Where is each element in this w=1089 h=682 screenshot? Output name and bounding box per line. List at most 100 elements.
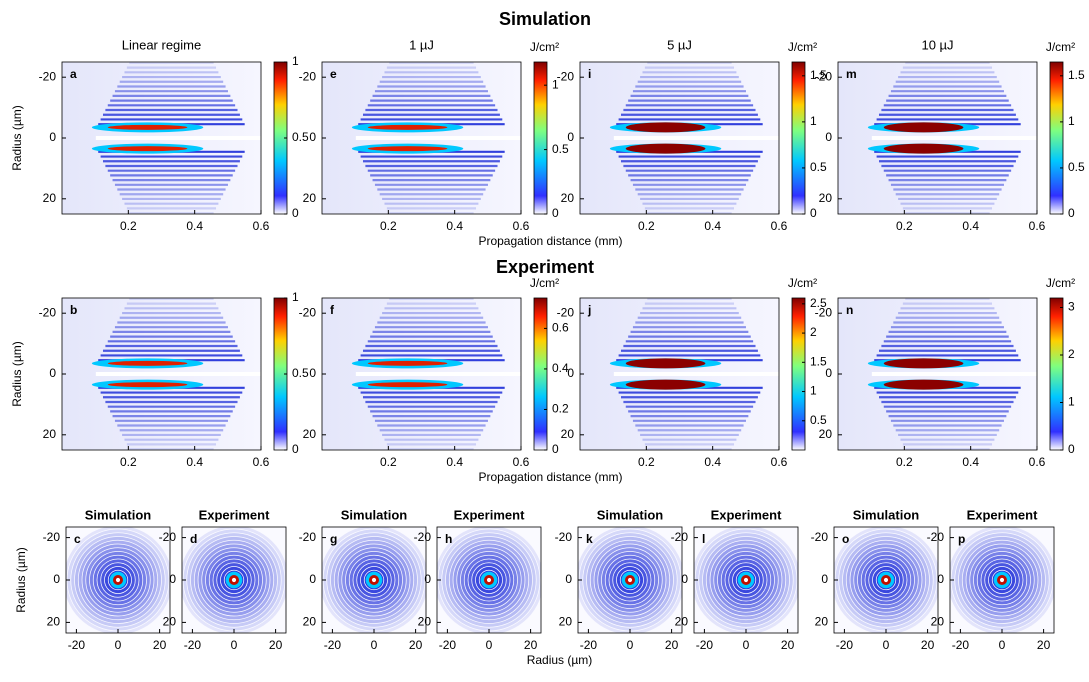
colorbar-tick-label: 2 bbox=[810, 325, 817, 339]
colorbar-tick-label: 2.5 bbox=[810, 296, 827, 310]
axis-gap bbox=[613, 372, 779, 376]
x-tick-label: 20 bbox=[524, 638, 538, 652]
core bbox=[625, 143, 706, 154]
colorbar-tick-label: 1.5 bbox=[1068, 68, 1085, 82]
colorbar-tick-label: 1 bbox=[810, 384, 817, 398]
ring bbox=[104, 566, 132, 594]
ring bbox=[101, 563, 135, 597]
colorbar-tick-label: 2 bbox=[1068, 347, 1075, 361]
ring bbox=[449, 540, 529, 620]
ring bbox=[338, 544, 410, 616]
colorbar bbox=[533, 297, 548, 451]
panel-title: Simulation bbox=[85, 507, 152, 522]
colorbar-tick-label: 0 bbox=[552, 206, 559, 220]
ring bbox=[464, 555, 514, 605]
y-axis-label: Radius (µm) bbox=[10, 105, 24, 171]
y-tick-label: -20 bbox=[414, 530, 432, 544]
colorbar-tick-label: 3 bbox=[1068, 300, 1075, 314]
ring bbox=[357, 563, 391, 597]
heatmap-image bbox=[322, 298, 521, 450]
axis-gap bbox=[95, 136, 261, 140]
y-tick-label: 0 bbox=[53, 572, 60, 586]
colorbar-tick-label: 1.5 bbox=[810, 68, 827, 82]
x-tick-label: 0.2 bbox=[380, 219, 397, 233]
colorbar bbox=[1049, 297, 1064, 451]
x-tick-label: 0.6 bbox=[1029, 219, 1046, 233]
ring bbox=[334, 540, 414, 620]
y-tick-label: 0 bbox=[49, 366, 56, 380]
y-tick-label: 0 bbox=[309, 572, 316, 586]
ring bbox=[209, 555, 259, 605]
ring bbox=[850, 544, 922, 616]
colorbar-tick-label: 0.5 bbox=[810, 413, 827, 427]
ring bbox=[955, 533, 1049, 627]
ring bbox=[725, 559, 767, 601]
ring bbox=[616, 566, 644, 594]
ring bbox=[732, 566, 760, 594]
y-tick-label: 20 bbox=[43, 191, 57, 205]
ring bbox=[609, 559, 651, 601]
colorbar-tick-label: 1 bbox=[292, 54, 299, 68]
y-tick-label: 20 bbox=[303, 427, 317, 441]
ring bbox=[205, 551, 263, 609]
y-tick-label: 20 bbox=[43, 427, 57, 441]
ring bbox=[475, 566, 503, 594]
colorbar-tick-label: 1 bbox=[1068, 395, 1075, 409]
ring bbox=[721, 555, 771, 605]
ring bbox=[985, 563, 1019, 597]
panel-letter: h bbox=[445, 532, 452, 546]
y-tick-label: -20 bbox=[811, 530, 829, 544]
ring bbox=[702, 536, 790, 624]
heatmap-image bbox=[838, 62, 1037, 214]
x-tick-label: 0.6 bbox=[513, 455, 530, 469]
ring bbox=[857, 551, 915, 609]
colorbar-tick-label: 0.5 bbox=[552, 142, 569, 156]
colorbar-tick-label: 0 bbox=[1068, 206, 1075, 220]
axis-gap bbox=[355, 136, 521, 140]
ring bbox=[839, 533, 933, 627]
heatmap-image bbox=[578, 527, 682, 633]
x-tick-label: 0.4 bbox=[962, 219, 979, 233]
panel-letter: b bbox=[70, 303, 77, 317]
core bbox=[107, 146, 188, 152]
y-tick-label: -20 bbox=[299, 69, 317, 83]
colorbar-tick-label: 0 bbox=[1068, 442, 1075, 456]
ring bbox=[583, 533, 677, 627]
y-tick-label: -20 bbox=[39, 69, 57, 83]
x-tick-label: 20 bbox=[409, 638, 423, 652]
x-tick-label: 0 bbox=[743, 638, 750, 652]
x-tick-label: -20 bbox=[68, 638, 86, 652]
ring bbox=[869, 563, 903, 597]
y-tick-label: 0 bbox=[49, 130, 56, 144]
x-tick-label: 20 bbox=[269, 638, 283, 652]
panel-letter: n bbox=[846, 303, 853, 317]
ring bbox=[327, 533, 421, 627]
ring bbox=[613, 563, 647, 597]
heatmap-image bbox=[694, 527, 798, 633]
heatmap-image bbox=[322, 527, 426, 633]
y-tick-label: 20 bbox=[303, 191, 317, 205]
y-tick-label: -20 bbox=[43, 530, 61, 544]
ring bbox=[590, 540, 670, 620]
x-tick-label: 0.4 bbox=[704, 455, 721, 469]
y-tick-label: -20 bbox=[557, 305, 575, 319]
x-axis-label: Radius (µm) bbox=[527, 653, 593, 667]
colorbar bbox=[791, 61, 806, 215]
y-tick-label: 20 bbox=[303, 615, 317, 629]
axis-gap bbox=[871, 372, 1037, 376]
heatmap-image bbox=[62, 298, 261, 450]
ring bbox=[86, 548, 150, 612]
y-tick-label: 20 bbox=[561, 427, 575, 441]
y-tick-label: -20 bbox=[159, 530, 177, 544]
panel-title: Linear regime bbox=[122, 37, 202, 52]
ring bbox=[217, 563, 251, 597]
panel-letter: o bbox=[842, 532, 849, 546]
y-axis-label: Radius (µm) bbox=[14, 547, 28, 613]
y-tick-label: 0 bbox=[825, 130, 832, 144]
ring bbox=[445, 536, 533, 624]
core bbox=[883, 358, 964, 369]
x-tick-label: 0.6 bbox=[1029, 455, 1046, 469]
colorbar-tick-label: 0 bbox=[292, 442, 299, 456]
x-tick-label: 20 bbox=[153, 638, 167, 652]
colorbar-tick-label: 0.5 bbox=[810, 160, 827, 174]
